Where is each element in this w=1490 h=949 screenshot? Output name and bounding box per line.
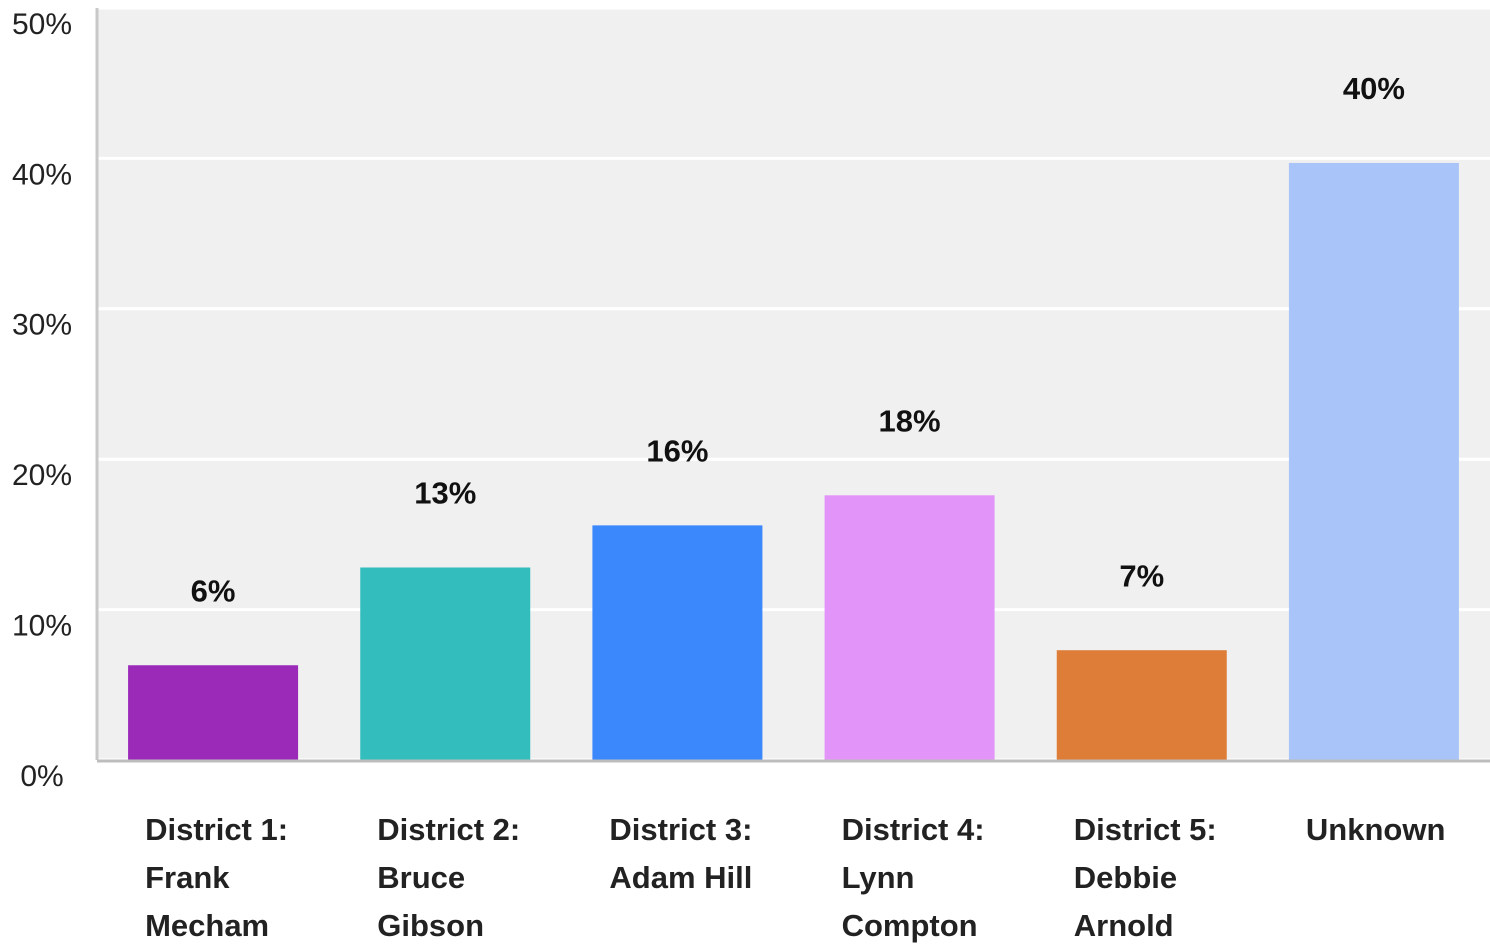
plot-area <box>97 8 1490 760</box>
bar <box>128 665 299 760</box>
value-label: 6% <box>191 573 236 608</box>
x-tick-label: District 5: Debbie Arnold <box>1073 812 1217 943</box>
y-tick-label: 30% <box>12 309 72 342</box>
bar <box>1288 162 1459 761</box>
y-tick-label: 50% <box>12 8 72 41</box>
value-label: 18% <box>879 403 941 438</box>
x-tick-label: Unknown <box>1305 812 1446 847</box>
bar <box>824 495 995 760</box>
bar <box>1056 650 1227 760</box>
value-label: 7% <box>1119 558 1164 593</box>
x-tick-label: District 3: Adam Hill <box>609 812 753 895</box>
y-tick-label: 0% <box>20 760 63 793</box>
value-label: 40% <box>1343 71 1405 106</box>
x-tick-label: District 4: Lynn Compton <box>841 812 985 943</box>
y-tick-label: 10% <box>12 610 72 643</box>
x-tick-label: District 1: Frank Mecham <box>145 812 289 943</box>
bar <box>592 525 763 760</box>
bar <box>360 567 531 760</box>
y-tick-label: 20% <box>12 459 72 492</box>
value-label: 13% <box>414 476 476 511</box>
y-tick-label: 40% <box>12 158 72 191</box>
x-tick-label: District 2: Bruce Gibson <box>377 812 521 943</box>
value-label: 16% <box>646 434 708 469</box>
